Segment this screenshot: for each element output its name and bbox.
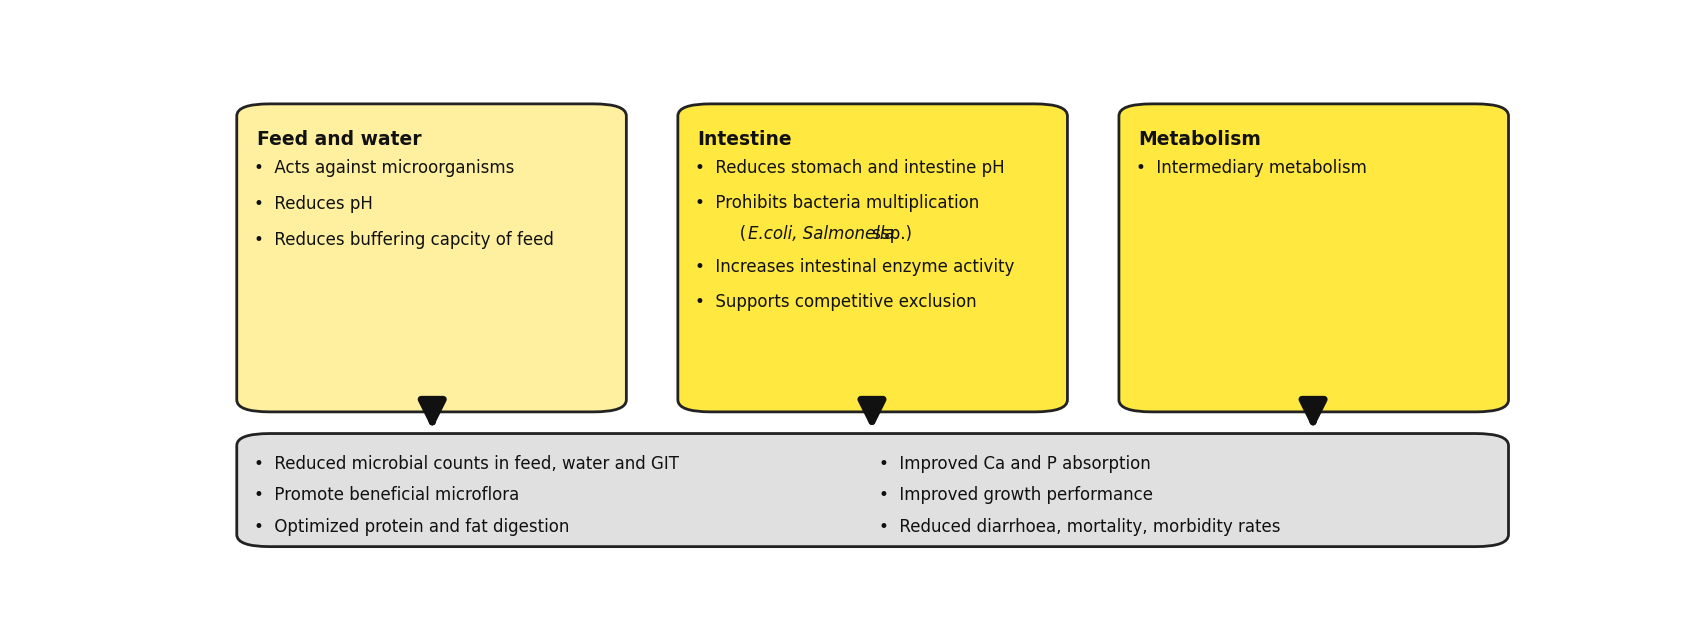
Text: Feed and water: Feed and water bbox=[257, 131, 421, 149]
Text: •  Promote beneficial microflora: • Promote beneficial microflora bbox=[254, 486, 520, 504]
Text: •  Acts against microorganisms: • Acts against microorganisms bbox=[254, 159, 515, 177]
Text: ssp.): ssp.) bbox=[867, 225, 912, 243]
FancyBboxPatch shape bbox=[1120, 104, 1508, 412]
Text: •  Increases intestinal enzyme activity: • Increases intestinal enzyme activity bbox=[695, 258, 1014, 276]
Text: Metabolism: Metabolism bbox=[1138, 131, 1261, 149]
Text: •  Reduces pH: • Reduces pH bbox=[254, 195, 373, 213]
Text: •  Improved Ca and P absorption: • Improved Ca and P absorption bbox=[879, 455, 1150, 473]
Text: •  Intermediary metabolism: • Intermediary metabolism bbox=[1137, 159, 1367, 177]
Text: E.coli, Salmonella: E.coli, Salmonella bbox=[748, 225, 895, 243]
Text: •  Optimized protein and fat digestion: • Optimized protein and fat digestion bbox=[254, 518, 569, 536]
FancyBboxPatch shape bbox=[237, 104, 627, 412]
Text: •  Reduces buffering capcity of feed: • Reduces buffering capcity of feed bbox=[254, 231, 554, 249]
Text: •  Reduces stomach and intestine pH: • Reduces stomach and intestine pH bbox=[695, 159, 1005, 177]
Text: •  Supports competitive exclusion: • Supports competitive exclusion bbox=[695, 292, 976, 311]
Text: •  Prohibits bacteria multiplication: • Prohibits bacteria multiplication bbox=[695, 194, 980, 212]
Text: •  Reduced microbial counts in feed, water and GIT: • Reduced microbial counts in feed, wate… bbox=[254, 455, 678, 473]
FancyBboxPatch shape bbox=[237, 434, 1508, 547]
FancyBboxPatch shape bbox=[678, 104, 1067, 412]
Text: Intestine: Intestine bbox=[697, 131, 792, 149]
Text: •  Reduced diarrhoea, mortality, morbidity rates: • Reduced diarrhoea, mortality, morbidit… bbox=[879, 518, 1280, 536]
Text: (: ( bbox=[724, 225, 746, 243]
Text: •  Improved growth performance: • Improved growth performance bbox=[879, 486, 1154, 504]
